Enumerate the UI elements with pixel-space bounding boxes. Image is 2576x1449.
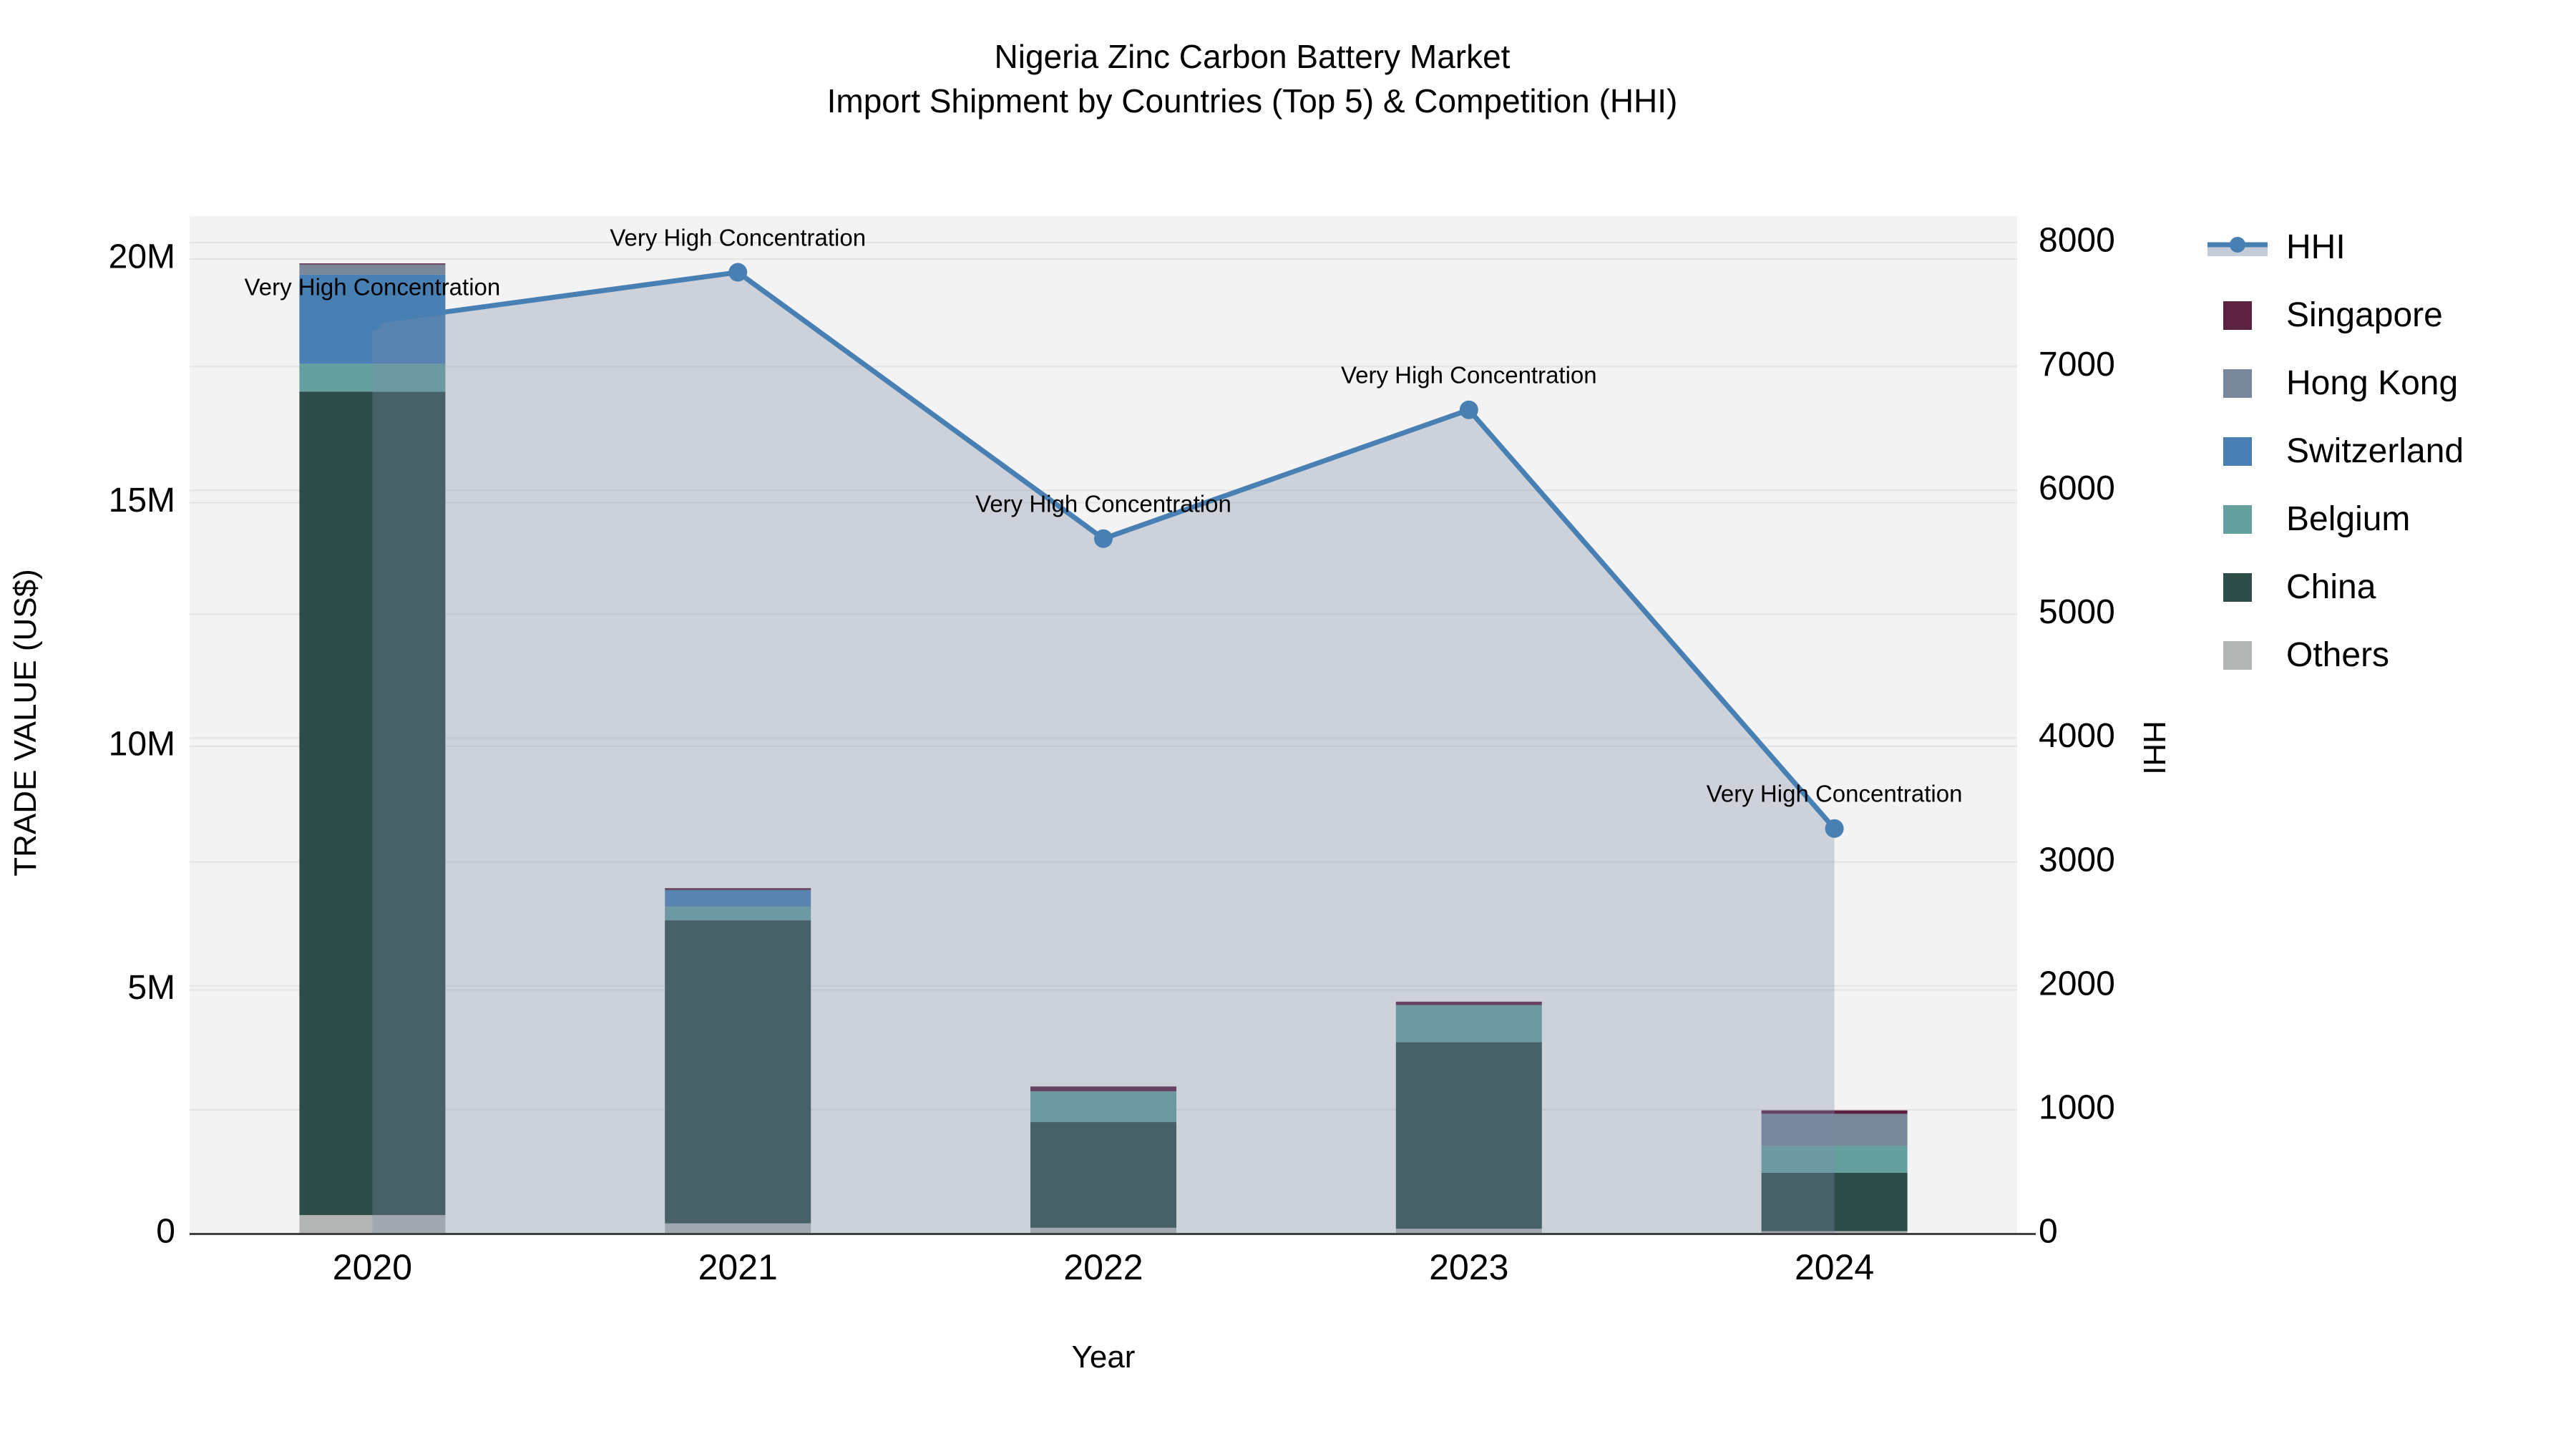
hhi-marker-2021[interactable] (728, 263, 748, 282)
right-axis-tick: 8000 (2039, 222, 2115, 260)
hhi-marker-2024[interactable] (1825, 819, 1844, 838)
x-axis-tick: 2023 (1429, 1247, 1508, 1287)
singapore-swatch-icon (2223, 301, 2252, 330)
legend-item-singapore[interactable]: Singapore (2207, 281, 2464, 349)
chart-title-line1: Nigeria Zinc Carbon Battery Market (994, 38, 1511, 75)
bar-segment-others-2024[interactable] (1761, 1231, 1908, 1234)
hhi-marker-2022[interactable] (1094, 529, 1113, 548)
left-axis-tick: 20M (109, 238, 175, 276)
x-axis-title: Year (1071, 1340, 1136, 1375)
legend-label: HHI (2286, 228, 2346, 266)
left-axis-tick: 5M (127, 969, 175, 1007)
bar-segment-singapore-2020[interactable] (299, 263, 446, 265)
legend-item-hhi[interactable]: HHI (2207, 213, 2464, 281)
legend-label: Others (2286, 636, 2390, 674)
bar-segment-others-2023[interactable] (1395, 1229, 1542, 1234)
bar-segment-belgium-2024[interactable] (1761, 1146, 1908, 1173)
hhi-area-fill (372, 272, 1835, 1234)
annotation-2021: Very High Concentration (610, 224, 866, 250)
others-swatch-icon (2223, 640, 2252, 670)
belgium-swatch-icon (2223, 504, 2252, 534)
left-axis-tick: 0 (156, 1213, 175, 1251)
legend-item-switzerland[interactable]: Switzerland (2207, 417, 2464, 485)
right-axis-tick: 5000 (2039, 593, 2115, 631)
legend-item-belgium[interactable]: Belgium (2207, 485, 2464, 553)
right-axis-tick: 6000 (2039, 469, 2115, 507)
right-axis-tick: 7000 (2039, 346, 2115, 384)
bar-segment-singapore-2022[interactable] (1030, 1086, 1176, 1092)
bar-segment-singapore-2021[interactable] (665, 888, 811, 890)
bar-segment-china-2023[interactable] (1395, 1042, 1542, 1229)
bar-segment-singapore-2023[interactable] (1395, 1001, 1542, 1005)
left-axis-tick: 15M (109, 482, 175, 519)
legend-label: China (2286, 568, 2376, 606)
legend-label: Hong Kong (2286, 364, 2459, 402)
legend-label: Singapore (2286, 296, 2443, 334)
x-axis-tick: 2024 (1795, 1247, 1874, 1287)
legend-label: Belgium (2286, 500, 2411, 538)
x-axis-tick: 2021 (698, 1247, 778, 1287)
bar-segment-belgium-2020[interactable] (299, 364, 446, 392)
china-swatch-icon (2223, 572, 2252, 602)
bar-segment-china-2024[interactable] (1761, 1172, 1908, 1231)
x-axis-line (190, 1233, 2036, 1235)
right-axis-tick: 4000 (2039, 717, 2115, 755)
annotation-2023: Very High Concentration (1341, 361, 1597, 388)
y-axis-title: TRADE VALUE (US$) (8, 569, 43, 877)
bar-segment-china-2020[interactable] (299, 391, 446, 1216)
annotation-2022: Very High Concentration (975, 490, 1231, 517)
annotation-2024: Very High Concentration (1707, 781, 1963, 807)
hhi-marker-2023[interactable] (1459, 400, 1478, 419)
legend: HHI Singapore Hong Kong Switzerland Belg… (2207, 213, 2464, 689)
bar-segment-china-2021[interactable] (665, 920, 811, 1224)
switzerland-swatch-icon (2223, 436, 2252, 466)
hhi-marker-2020[interactable] (363, 312, 382, 331)
plot-background (190, 216, 2017, 1234)
chart-title-line2: Import Shipment by Countries (Top 5) & C… (826, 82, 1678, 119)
bar-segment-others-2021[interactable] (665, 1223, 811, 1234)
annotation-2020: Very High Concentration (245, 274, 501, 301)
bar-segment-others-2022[interactable] (1030, 1227, 1176, 1234)
right-axis-title: HHI (2137, 721, 2172, 775)
hhi-line-swatch-icon (2207, 232, 2268, 263)
bar-segment-others-2020[interactable] (299, 1215, 446, 1234)
bar-segment-hong_kong-2020[interactable] (299, 264, 446, 275)
legend-item-hong-kong[interactable]: Hong Kong (2207, 349, 2464, 417)
x-axis-tick: 2022 (1063, 1247, 1143, 1287)
right-axis-tick: 1000 (2039, 1089, 2115, 1127)
bar-segment-belgium-2023[interactable] (1395, 1005, 1542, 1043)
right-axis-tick: 0 (2039, 1213, 2058, 1251)
bar-segment-hong_kong-2024[interactable] (1761, 1113, 1908, 1146)
x-axis-tick: 2020 (333, 1247, 412, 1287)
right-axis-tick: 2000 (2039, 965, 2115, 1002)
hong-kong-swatch-icon (2223, 369, 2252, 398)
bar-segment-belgium-2022[interactable] (1030, 1091, 1176, 1123)
bar-segment-singapore-2024[interactable] (1761, 1110, 1908, 1114)
legend-item-others[interactable]: Others (2207, 621, 2464, 689)
legend-item-china[interactable]: China (2207, 553, 2464, 621)
right-axis-tick: 3000 (2039, 841, 2115, 879)
left-axis-tick: 10M (109, 726, 175, 763)
chart-title: Nigeria Zinc Carbon Battery Market Impor… (0, 34, 2504, 123)
legend-label: Switzerland (2286, 432, 2464, 470)
bar-segment-china-2022[interactable] (1030, 1122, 1176, 1228)
bar-segment-switzerland-2021[interactable] (665, 889, 811, 907)
bar-segment-belgium-2021[interactable] (665, 907, 811, 921)
